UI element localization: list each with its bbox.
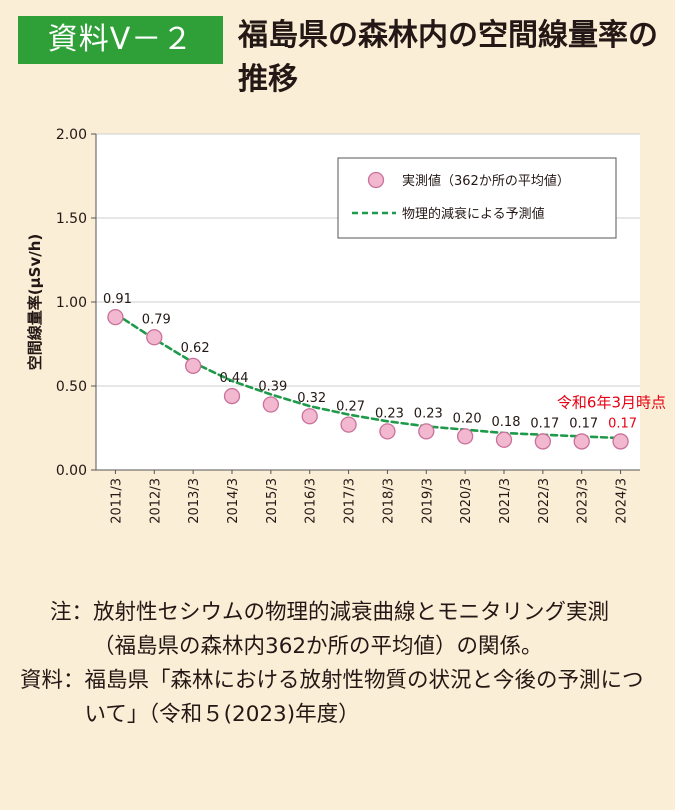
data-label: 0.17 — [530, 416, 559, 431]
y-tick-label: 2.00 — [56, 127, 87, 143]
x-tick-label: 2023/3 — [576, 478, 591, 524]
figure-badge: 資料Ⅴ－２ — [18, 16, 223, 64]
data-label: 0.20 — [453, 411, 482, 426]
source-label: 資料： — [20, 668, 85, 693]
x-tick-label: 2013/3 — [187, 478, 202, 524]
x-tick-label: 2011/3 — [109, 478, 124, 524]
legend-box — [337, 157, 617, 239]
x-tick-label: 2012/3 — [148, 478, 163, 524]
data-point — [534, 433, 552, 450]
x-tick-label: 2018/3 — [381, 478, 396, 524]
data-point — [612, 433, 629, 450]
legend-label-predicted: 物理的減衰による予測値 — [402, 206, 545, 222]
source-text: 福島県「森林における放射性物質の状況と今後の予測について」（令和５(2023)年… — [84, 668, 644, 727]
legend-marker-measured — [367, 171, 385, 189]
data-label: 0.91 — [103, 292, 132, 307]
y-tick-label: 1.50 — [56, 211, 87, 227]
data-label: 0.18 — [492, 415, 521, 430]
y-tick-label: 0.00 — [56, 463, 87, 479]
x-tick-label: 2015/3 — [265, 478, 280, 524]
annotation: 令和6年3月時点 — [557, 393, 666, 411]
data-label: 0.32 — [297, 391, 326, 406]
data-point — [262, 396, 280, 413]
data-point — [340, 416, 357, 433]
data-point — [379, 423, 396, 440]
data-point — [456, 428, 474, 445]
y-tick-label: 1.00 — [56, 295, 87, 311]
x-tick-label: 2016/3 — [304, 478, 319, 524]
x-tick-label: 2020/3 — [459, 478, 474, 524]
data-label: 0.79 — [142, 312, 171, 327]
x-tick-label: 2019/3 — [420, 478, 435, 524]
x-tick-label: 2014/3 — [226, 478, 241, 524]
chart: 2.00 1.50 1.00 0.50 0.00 2011/3 2012/3 2013/3 20… — [26, 127, 666, 524]
data-point — [418, 423, 435, 440]
data-point — [107, 308, 124, 326]
x-tick-label: 2022/3 — [537, 478, 552, 524]
data-point — [573, 433, 590, 450]
data-point — [495, 431, 513, 448]
data-label: 0.17 — [569, 416, 598, 431]
notes: 注： 放射性セシウムの物理的減衰曲線とモニタリング実測（福島県の森林内362か所… — [20, 596, 650, 732]
note-label: 注： — [50, 600, 94, 625]
data-point — [223, 387, 241, 405]
data-label: 0.23 — [414, 406, 443, 421]
data-label: 0.62 — [181, 341, 210, 356]
legend-label-measured: 実測値（362か所の平均値） — [402, 173, 570, 189]
x-tick-label: 2024/3 — [615, 478, 630, 524]
data-label: 0.27 — [336, 400, 365, 415]
note-row: 注： 放射性セシウムの物理的減衰曲線とモニタリング実測（福島県の森林内362か所… — [50, 596, 650, 664]
data-label: 0.17 — [608, 416, 637, 431]
x-tick-label: 2017/3 — [343, 478, 358, 524]
chart-title: 福島県の森林内の空間線量率の推移 — [238, 18, 658, 97]
data-label: 0.44 — [220, 371, 249, 386]
data-point — [301, 408, 318, 425]
y-tick-label: 0.50 — [56, 379, 87, 395]
x-tick-label: 2021/3 — [498, 478, 513, 524]
data-label: 0.23 — [375, 406, 404, 421]
data-label: 0.39 — [258, 379, 287, 394]
data-point — [184, 357, 202, 374]
source-row: 資料： 福島県「森林における放射性物質の状況と今後の予測について」（令和５(20… — [20, 664, 650, 732]
note-text: 放射性セシウムの物理的減衰曲線とモニタリング実測（福島県の森林内362か所の平均… — [93, 600, 610, 659]
y-axis-label: 空間線量率(μSv/h) — [26, 234, 44, 371]
data-point — [146, 329, 163, 346]
